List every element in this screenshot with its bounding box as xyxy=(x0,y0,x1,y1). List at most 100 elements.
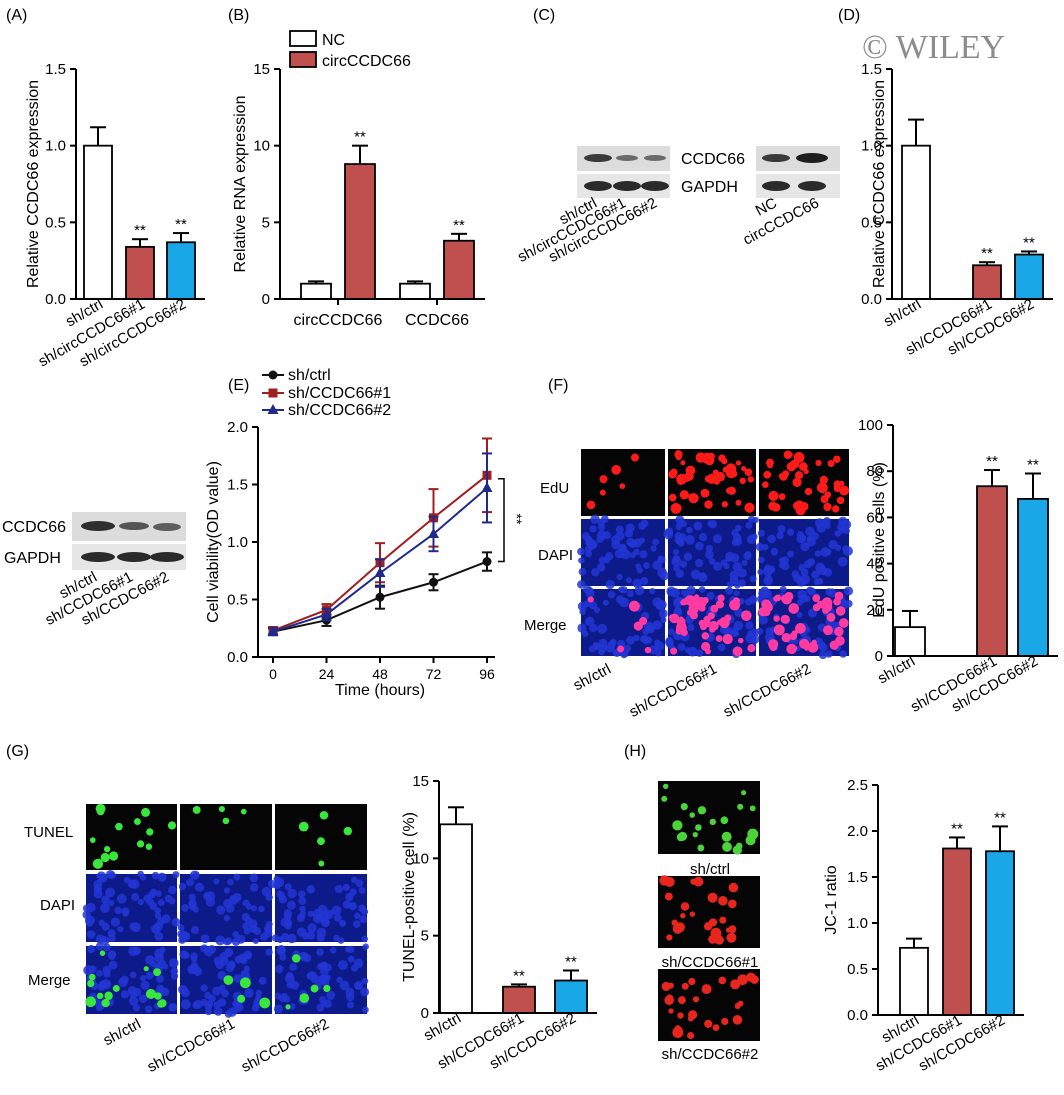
y-tick-label: 100 xyxy=(858,417,883,434)
y-tick-label: 15 xyxy=(253,61,270,78)
stained-cell xyxy=(145,843,153,850)
nucleus xyxy=(118,977,128,988)
nucleus xyxy=(299,905,306,913)
stained-cell xyxy=(153,968,162,977)
nucleus xyxy=(733,590,740,597)
nucleus xyxy=(329,947,337,954)
stained-cell xyxy=(145,988,156,1000)
nucleus xyxy=(825,588,833,596)
g-row-label-dapi: DAPI xyxy=(40,897,75,914)
nucleus xyxy=(107,950,117,959)
nucleus xyxy=(745,621,754,630)
stained-cell xyxy=(317,837,325,846)
nucleus xyxy=(666,641,674,649)
nucleus xyxy=(127,986,137,995)
stained-cell xyxy=(719,916,727,924)
nucleus xyxy=(597,623,608,634)
nucleus xyxy=(236,934,246,944)
nucleus xyxy=(767,565,776,574)
nucleus xyxy=(168,1002,178,1012)
stained-cell xyxy=(738,637,744,644)
stained-cell xyxy=(666,934,673,941)
significance-label: ** xyxy=(453,217,465,234)
stained-cell xyxy=(729,599,741,611)
stained-cell xyxy=(821,601,833,612)
bar xyxy=(942,847,972,1016)
nucleus xyxy=(786,528,795,536)
blot-c: CCDC66 GAPDH sh/ctrl sh/circCCDC66#1 sh/… xyxy=(515,146,840,266)
stained-cell xyxy=(737,1000,744,1007)
stained-cell xyxy=(702,596,709,604)
stained-cell xyxy=(319,810,329,820)
f-col-label-2: sh/CCDC66#1 xyxy=(626,661,719,721)
nucleus xyxy=(273,881,281,890)
nucleus xyxy=(98,874,108,883)
nucleus xyxy=(194,882,204,892)
band xyxy=(616,155,638,161)
y-tick-label: 40 xyxy=(866,556,883,573)
y-tick-label: 0.5 xyxy=(227,592,248,609)
nucleus xyxy=(140,980,150,990)
stained-cell xyxy=(717,619,723,626)
nucleus xyxy=(265,948,273,956)
nucleus xyxy=(265,920,273,928)
x-tick-label: 48 xyxy=(372,666,388,682)
nucleus xyxy=(144,1005,153,1013)
nucleus xyxy=(200,984,208,992)
y-tick-label: 0.0 xyxy=(847,1007,868,1024)
stained-cell xyxy=(630,453,639,462)
nucleus xyxy=(695,541,704,551)
nucleus xyxy=(712,534,723,544)
stained-cell xyxy=(223,975,234,985)
nucleus xyxy=(605,579,615,590)
nucleus xyxy=(820,547,831,557)
band xyxy=(584,154,612,162)
nucleus xyxy=(652,538,660,546)
stained-cell xyxy=(725,467,737,479)
blot-c2-lane-2: circCCDC66 xyxy=(740,195,822,249)
stained-cell xyxy=(718,454,726,462)
stained-cell xyxy=(712,1024,720,1032)
stained-cell xyxy=(804,487,813,496)
nucleus xyxy=(120,990,129,999)
chart-g: sh/ctrl**sh/CCDC66#1**sh/CCDC66#2051015T… xyxy=(401,773,597,1073)
nucleus xyxy=(168,958,179,968)
nucleus xyxy=(249,873,259,883)
stained-cell xyxy=(721,831,732,842)
nucleus xyxy=(843,546,853,556)
stained-cell xyxy=(707,892,718,903)
panel-label-a: (A) xyxy=(6,7,27,24)
nucleus xyxy=(640,577,649,585)
nucleus xyxy=(178,984,188,995)
significance-label: ** xyxy=(565,953,577,970)
y-tick-label: 1.5 xyxy=(861,61,882,78)
nucleus xyxy=(352,920,361,928)
nucleus xyxy=(600,515,609,523)
stained-cell xyxy=(708,918,718,927)
panel-label-g: (G) xyxy=(6,743,29,760)
nucleus xyxy=(843,586,854,596)
band xyxy=(117,552,151,562)
nucleus xyxy=(652,560,662,571)
nucleus xyxy=(284,922,292,930)
stained-cell xyxy=(285,1004,291,1010)
nucleus xyxy=(342,900,352,909)
chart-h: sh/ctrl**sh/CCDC66#1**sh/CCDC66#20.00.51… xyxy=(823,777,1024,1075)
stained-cell xyxy=(141,807,151,817)
stained-cell xyxy=(749,805,756,812)
g-col-label-2: sh/CCDC66#1 xyxy=(144,1016,237,1076)
nucleus xyxy=(693,521,703,531)
stained-cell xyxy=(689,911,696,917)
stained-cell xyxy=(786,643,797,655)
stained-cell xyxy=(240,808,247,815)
nucleus xyxy=(741,559,748,566)
stained-cell xyxy=(744,468,753,476)
nucleus xyxy=(626,590,635,598)
stained-cell xyxy=(96,807,105,816)
chart-b: ** circCCDC66 ** CCDC66 0 5 10 15 Relative RNA e… xyxy=(232,30,485,329)
stained-cell xyxy=(812,594,821,603)
x-tick-label: sh/ctrl xyxy=(881,296,924,331)
stained-cell xyxy=(680,913,686,919)
stained-cell xyxy=(154,992,162,1000)
nucleus xyxy=(360,987,370,997)
